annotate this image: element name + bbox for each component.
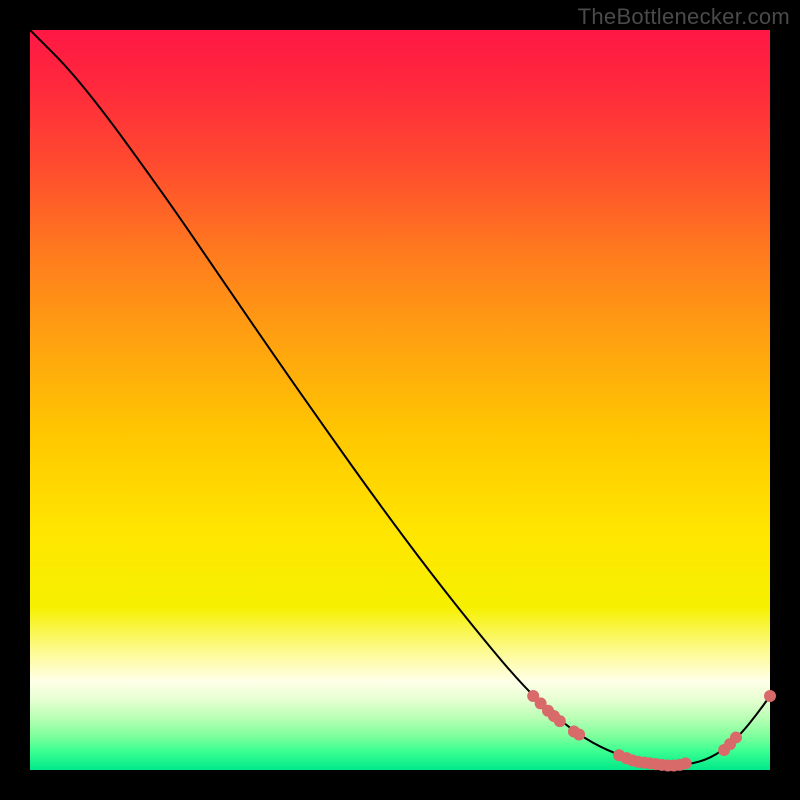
data-marker bbox=[680, 757, 692, 769]
plot-background bbox=[30, 30, 770, 770]
data-marker bbox=[730, 731, 742, 743]
gradient-chart bbox=[0, 0, 800, 800]
data-marker bbox=[764, 690, 776, 702]
data-marker bbox=[554, 715, 566, 727]
data-marker bbox=[573, 728, 585, 740]
watermark-text: TheBottlenecker.com bbox=[578, 4, 790, 30]
chart-container: TheBottlenecker.com bbox=[0, 0, 800, 800]
